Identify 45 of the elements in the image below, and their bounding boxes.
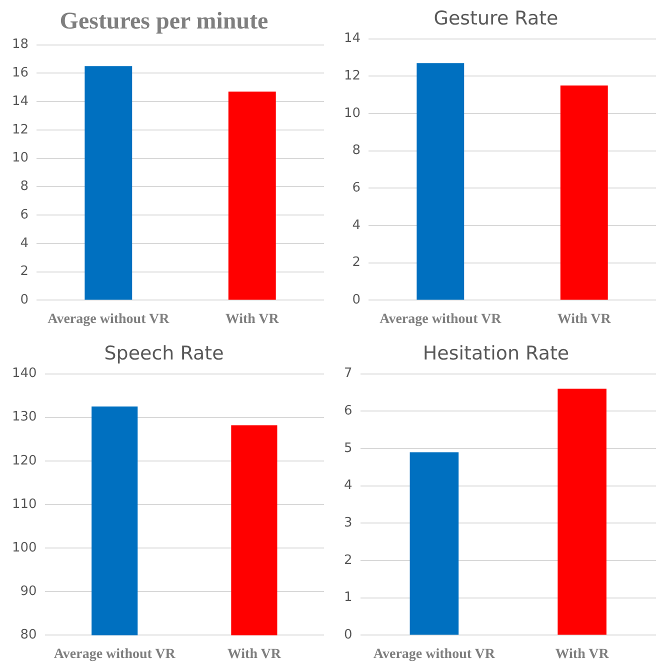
- y-tick-label: 140: [12, 366, 37, 382]
- x-tick-label: Average without VR: [48, 312, 170, 328]
- x-tick-label: Average without VR: [54, 647, 176, 662]
- y-tick-label: 130: [12, 410, 37, 425]
- chart-title: Gesture Rate: [434, 7, 558, 30]
- y-tick-label: 0: [352, 292, 361, 308]
- y-tick-label: 8: [20, 179, 29, 194]
- y-tick-label: 14: [344, 31, 361, 46]
- y-tick-label: 90: [20, 584, 37, 600]
- chart-title: Gestures per minute: [60, 8, 269, 35]
- y-tick-label: 4: [344, 478, 352, 494]
- chart-title: Speech Rate: [104, 342, 224, 364]
- y-tick-label: 6: [352, 180, 361, 196]
- y-tick-label: 6: [344, 404, 352, 419]
- y-tick-label: 12: [12, 122, 29, 138]
- y-tick-label: 14: [12, 94, 29, 109]
- y-tick-label: 12: [344, 68, 361, 84]
- x-tick-label: Average without VR: [373, 647, 496, 662]
- y-tick-label: 0: [20, 292, 29, 308]
- y-tick-label: 1: [344, 590, 352, 606]
- x-tick-label: With VR: [225, 312, 280, 328]
- x-tick-label: With VR: [555, 647, 610, 662]
- y-tick-label: 8: [352, 143, 361, 158]
- y-tick-label: 4: [352, 218, 361, 233]
- x-tick-label: Average without VR: [380, 312, 502, 328]
- y-tick-label: 10: [12, 150, 29, 166]
- y-tick-label: 18: [12, 37, 29, 52]
- y-tick-label: 3: [344, 516, 352, 531]
- y-tick-label: 16: [12, 66, 29, 81]
- y-tick-label: 80: [20, 628, 37, 643]
- y-tick-label: 2: [344, 552, 352, 568]
- y-tick-label: 10: [344, 106, 361, 121]
- y-tick-label: 2: [352, 255, 361, 270]
- y-tick-label: 7: [344, 366, 352, 382]
- y-tick-label: 4: [20, 236, 29, 251]
- y-tick-label: 100: [12, 540, 37, 556]
- y-tick-label: 5: [344, 440, 352, 456]
- x-tick-label: With VR: [227, 647, 282, 662]
- y-tick-label: 0: [344, 628, 352, 643]
- y-tick-label: 6: [20, 207, 29, 222]
- chart-title: Hesitation Rate: [422, 342, 570, 364]
- y-tick-label: 110: [12, 496, 37, 512]
- x-tick-label: With VR: [557, 312, 612, 328]
- y-tick-label: 120: [12, 453, 37, 468]
- y-tick-label: 2: [20, 264, 29, 280]
